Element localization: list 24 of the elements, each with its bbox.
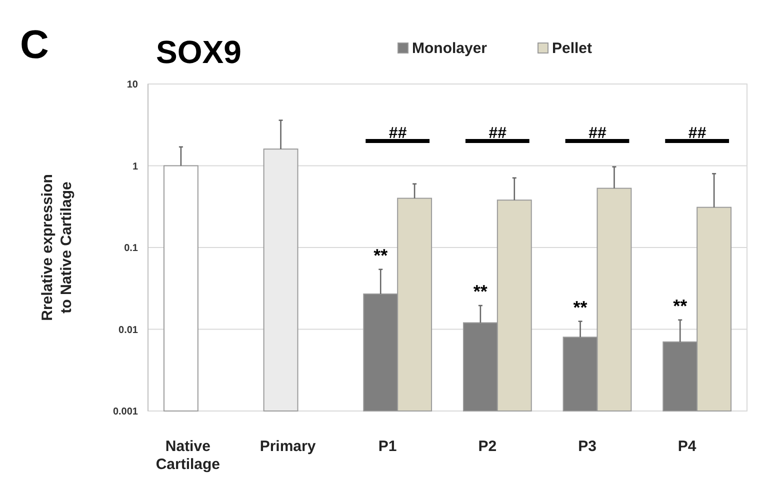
annotation: ##	[388, 125, 407, 142]
x-tick-label: Native Cartilage	[156, 438, 220, 473]
x-tick-label: P1	[378, 438, 397, 455]
annotation: **	[473, 282, 488, 302]
y-axis-title: Rrelative expression to Native Cartilage	[39, 174, 75, 321]
x-tick-label: P4	[678, 438, 697, 455]
annotation: ##	[688, 125, 706, 142]
y-tick-label: 1	[132, 161, 138, 172]
y-tick-label: 0.1	[124, 243, 138, 254]
annotation: **	[573, 297, 588, 318]
legend-label: Monolayer	[412, 40, 488, 57]
annotation: ##	[588, 125, 606, 142]
chart-title: SOX9	[156, 34, 242, 70]
annotation: ##	[488, 125, 506, 142]
x-tick-label: P3	[578, 438, 596, 455]
annotation: **	[374, 245, 388, 266]
text: C	[20, 23, 49, 67]
y-tick-label: 10	[126, 80, 138, 90]
annotation: **	[673, 296, 688, 316]
x-tick-label: P2	[478, 438, 497, 455]
legend-label: Pellet	[552, 40, 592, 57]
x-tick-label: Primary	[260, 438, 316, 455]
y-tick-label: 0.01	[118, 324, 138, 336]
y-tick-label: 0.001	[112, 406, 138, 418]
